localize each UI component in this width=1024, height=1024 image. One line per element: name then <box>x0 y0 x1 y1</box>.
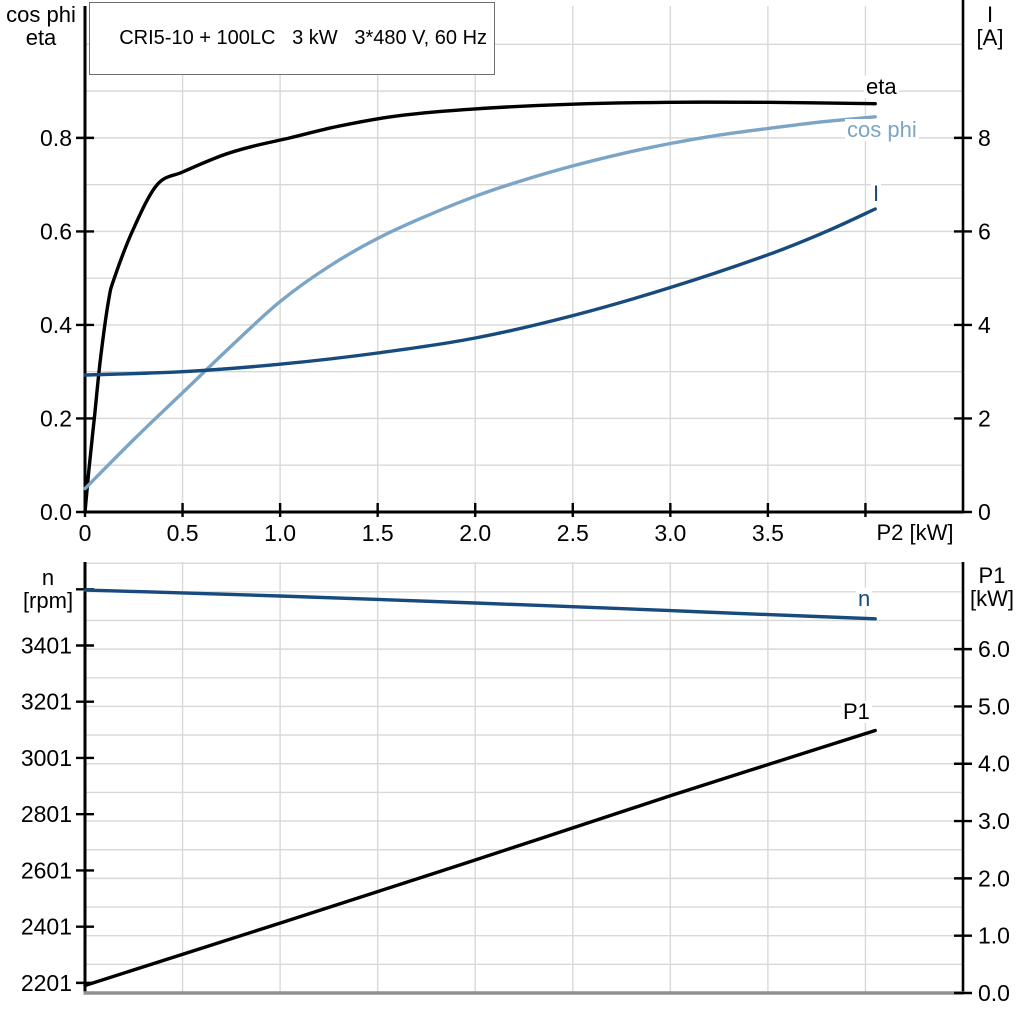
x-axis-tick-label: 0.5 <box>167 520 199 546</box>
x-axis-tick-label: 3.0 <box>654 520 686 546</box>
right-axis-tick-label: 5.0 <box>978 693 1010 719</box>
left-axis-tick-label: 2601 <box>21 857 72 883</box>
curve-label-current: I <box>871 181 882 206</box>
right-axis-tick-label: 4 <box>978 312 991 338</box>
left-axis-tick-label: 0.6 <box>40 218 72 244</box>
lower-left-axis-title-line1: n <box>41 565 55 590</box>
curve-label-input-power: P1 <box>841 699 872 724</box>
upper-right-axis-title-line1: I <box>986 2 994 27</box>
curve-label-speed: n <box>856 586 873 611</box>
curve-i <box>83 207 877 377</box>
curve-cos-phi <box>83 115 877 491</box>
curve-eta <box>83 100 877 514</box>
x-axis-tick-label: 0 <box>79 520 92 546</box>
upper-right-axis-title-line2: [A] <box>976 25 1004 50</box>
right-axis-tick-label: 2.0 <box>978 865 1010 891</box>
right-axis-tick-label: 0 <box>978 499 991 525</box>
left-axis-tick-label: 2201 <box>21 970 72 996</box>
lower-right-axis-title: P1 [kW] <box>961 564 1023 610</box>
left-axis-tick-label: 3401 <box>21 633 72 659</box>
curve-label-eta: eta <box>864 74 899 99</box>
left-axis-tick-label: 0.2 <box>40 405 72 431</box>
left-axis-tick-label: 3001 <box>21 745 72 771</box>
left-axis-tick-label: 0.8 <box>40 125 72 151</box>
left-axis-tick-label: 2801 <box>21 801 72 827</box>
right-axis-tick-label: 8 <box>978 125 991 151</box>
right-axis-tick-label: 6.0 <box>978 636 1010 662</box>
x-axis-tick-label: 2.5 <box>557 520 589 546</box>
right-axis-tick-label: 4.0 <box>978 751 1010 777</box>
left-axis-tick-label: 0.0 <box>40 499 72 525</box>
upper-right-axis-title: I [A] <box>959 3 1021 49</box>
left-axis-tick-label: 0.4 <box>40 312 72 338</box>
right-axis-tick-label: 6 <box>978 218 991 244</box>
right-axis-tick-label: 2 <box>978 405 991 431</box>
upper-left-axis-title: cos phi eta <box>2 3 80 49</box>
chart-title-box: CRI5-10 + 100LC 3 kW 3*480 V, 60 Hz <box>89 2 496 75</box>
lower-left-axis-title-line2: [rpm] <box>22 588 74 613</box>
curve-p1 <box>83 728 877 988</box>
curve-n <box>83 588 877 621</box>
lower-right-axis-title-line2: [kW] <box>970 586 1014 611</box>
x-axis-tick-label: 1.0 <box>264 520 296 546</box>
upper-left-axis-title-line1: cos phi <box>6 2 76 27</box>
chart-title: CRI5-10 + 100LC 3 kW 3*480 V, 60 Hz <box>119 27 488 49</box>
left-axis-tick-label: 2401 <box>21 914 72 940</box>
lower-right-axis-title-line1: P1 <box>978 563 1006 588</box>
upper-left-axis-title-line2: eta <box>25 25 57 50</box>
x-axis-tick-label: 1.5 <box>362 520 394 546</box>
x-axis-tick-label: 3.5 <box>752 520 784 546</box>
right-axis-tick-label: 0.0 <box>978 980 1010 1006</box>
lower-left-axis-title: n [rpm] <box>4 566 92 612</box>
x-axis-title: P2 [kW] <box>876 520 954 545</box>
curve-label-cos-phi: cos phi <box>845 117 919 142</box>
right-axis-tick-label: 1.0 <box>978 923 1010 949</box>
left-axis-tick-label: 3201 <box>21 689 72 715</box>
x-axis-tick-label: 2.0 <box>459 520 491 546</box>
right-axis-tick-label: 3.0 <box>978 808 1010 834</box>
